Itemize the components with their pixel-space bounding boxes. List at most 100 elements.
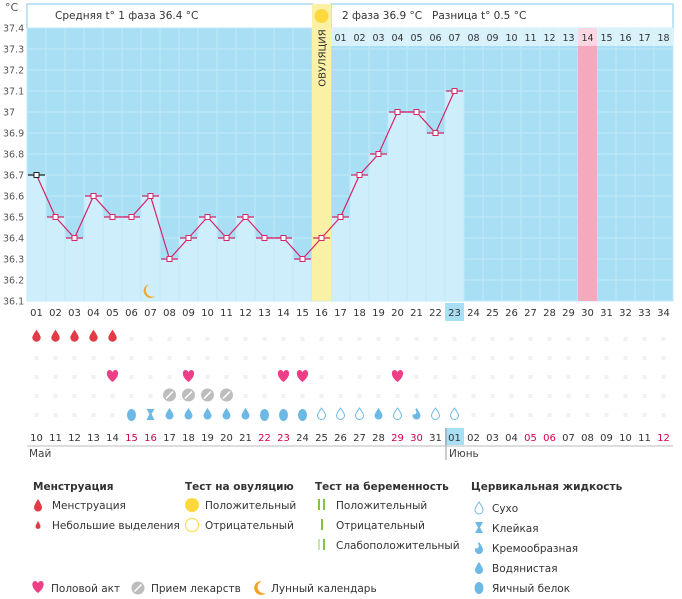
calendar-date-label: 05 (524, 433, 537, 444)
marker-grid-dot (661, 337, 666, 341)
marker-grid-dot (547, 356, 552, 360)
watery-drop-icon (184, 408, 193, 420)
marker-grid-dot (623, 413, 628, 417)
dry-drop-icon (392, 407, 403, 420)
dry-drop-icon (430, 407, 441, 420)
marker-grid-dot (148, 337, 153, 341)
marker-grid (34, 337, 666, 417)
calendar-dates: 10 11 12 13 14 15 16 17 18 19 20 21 22 23 24 25 26 27 28 29… (30, 428, 670, 445)
temperature-bar (141, 196, 160, 301)
small-blood-drop-icon (35, 521, 41, 529)
calendar-date-label: 23 (277, 433, 290, 444)
faint-stripes-icon-b (323, 539, 325, 550)
dry-drop-icon (474, 501, 484, 515)
marker-grid-dot (547, 413, 552, 417)
cycle-day-label: 30 (581, 308, 594, 319)
legend-cervical-creamy: Кремообразная (492, 543, 578, 555)
cycle-day-label: 13 (258, 308, 271, 319)
post-ovulation-day-label: 04 (391, 33, 403, 44)
hourglass-icon (475, 522, 483, 533)
cycle-day-label: 06 (125, 308, 138, 319)
marker-grid-dot (281, 337, 286, 341)
marker-grid-dot (604, 375, 609, 379)
temperature-point (375, 151, 382, 157)
temperature-bar (331, 217, 350, 301)
marker-grid-dot (338, 375, 343, 379)
temperature-bar (293, 259, 312, 301)
marker-grid-dot (395, 394, 400, 398)
marker-grid-dot (490, 356, 495, 360)
legend-menstruation-title: Менструация (33, 481, 113, 493)
ovulation-band-group (312, 4, 673, 301)
marker-grid-dot (72, 375, 77, 379)
marker-grid-dot (167, 337, 172, 341)
marker-grid-dot (186, 337, 191, 341)
temperature-bar (426, 133, 445, 301)
y-tick-label: 37.3 (3, 45, 24, 56)
cycle-day-label: 03 (68, 308, 81, 319)
marker-grid-dot (72, 413, 77, 417)
post-ovulation-row (331, 28, 673, 46)
legend-pregnancy-test-title: Тест на беременность (315, 481, 449, 493)
marker-grid-dot (509, 375, 514, 379)
egg-white-icon (260, 409, 269, 421)
temperature-bar (65, 238, 84, 301)
pill-icon-line (184, 390, 193, 400)
marker-grid-dot (357, 337, 362, 341)
creamy-drop-icon (475, 542, 483, 554)
cycle-day-label: 33 (638, 308, 651, 319)
marker-grid-dot (205, 337, 210, 341)
calendar-date-label: 04 (505, 433, 518, 444)
marker-grid-dot (34, 394, 39, 398)
temperature-bar (27, 175, 46, 301)
marker-grid-dot (604, 356, 609, 360)
sun-outline-icon (185, 518, 199, 532)
y-tick-label: 36.7 (3, 171, 24, 182)
current-date-highlight (445, 428, 464, 445)
watery-drop-icon (203, 408, 212, 420)
calendar-date-label: 03 (486, 433, 499, 444)
marker-grid-dot (433, 375, 438, 379)
creamy-drop-icon-notch (411, 409, 417, 415)
calendar-date-label: 12 (68, 433, 81, 444)
temperature-point (166, 256, 173, 262)
legend: Менструация Менструация Небольшие выделе… (32, 481, 623, 595)
calendar-date-label: 22 (258, 433, 271, 444)
two-stripes-icon-b (323, 499, 325, 510)
marker-grid-dot (471, 375, 476, 379)
temperature-point (109, 214, 116, 220)
ovulation-positive-sun-icon (314, 9, 329, 23)
calendar-date-label: 19 (201, 433, 214, 444)
marker-grid-dot (34, 356, 39, 360)
marker-grid-dot (395, 337, 400, 341)
calendar-date-label: 11 (49, 433, 62, 444)
marker-grid-dot (129, 356, 134, 360)
marker-grid-dot (281, 356, 286, 360)
faint-stripes-icon (318, 539, 320, 550)
marker-grid-dot (262, 375, 267, 379)
marker-grid-dot (490, 394, 495, 398)
marker-grid-dot (205, 375, 210, 379)
two-stripes-icon (318, 499, 320, 510)
pill-icon-line (165, 390, 174, 400)
cycle-day-label: 14 (277, 308, 290, 319)
temperature-point (337, 214, 344, 220)
marker-grid-dot (490, 375, 495, 379)
temperature-point (71, 235, 78, 241)
marker-grid-dot (205, 356, 210, 360)
marker-grid-dot (528, 375, 533, 379)
temperature-bars (27, 91, 464, 301)
marker-grid-dot (623, 375, 628, 379)
legend-menstruation-item: Менструация (52, 500, 126, 512)
temperature-bar (388, 112, 407, 301)
marker-grid-dot (604, 337, 609, 341)
heart-icon (32, 581, 44, 593)
marker-grid-dot (224, 337, 229, 341)
marker-grid-dot (471, 337, 476, 341)
calendar-date-label: 14 (106, 433, 119, 444)
day-markers (32, 284, 460, 421)
marker-grid-dot (110, 394, 115, 398)
phase2-average: 2 фаза 36.9 °C (342, 10, 422, 22)
heart-icon (277, 370, 290, 382)
legend-lunar-calendar: Лунный календарь (271, 583, 377, 595)
